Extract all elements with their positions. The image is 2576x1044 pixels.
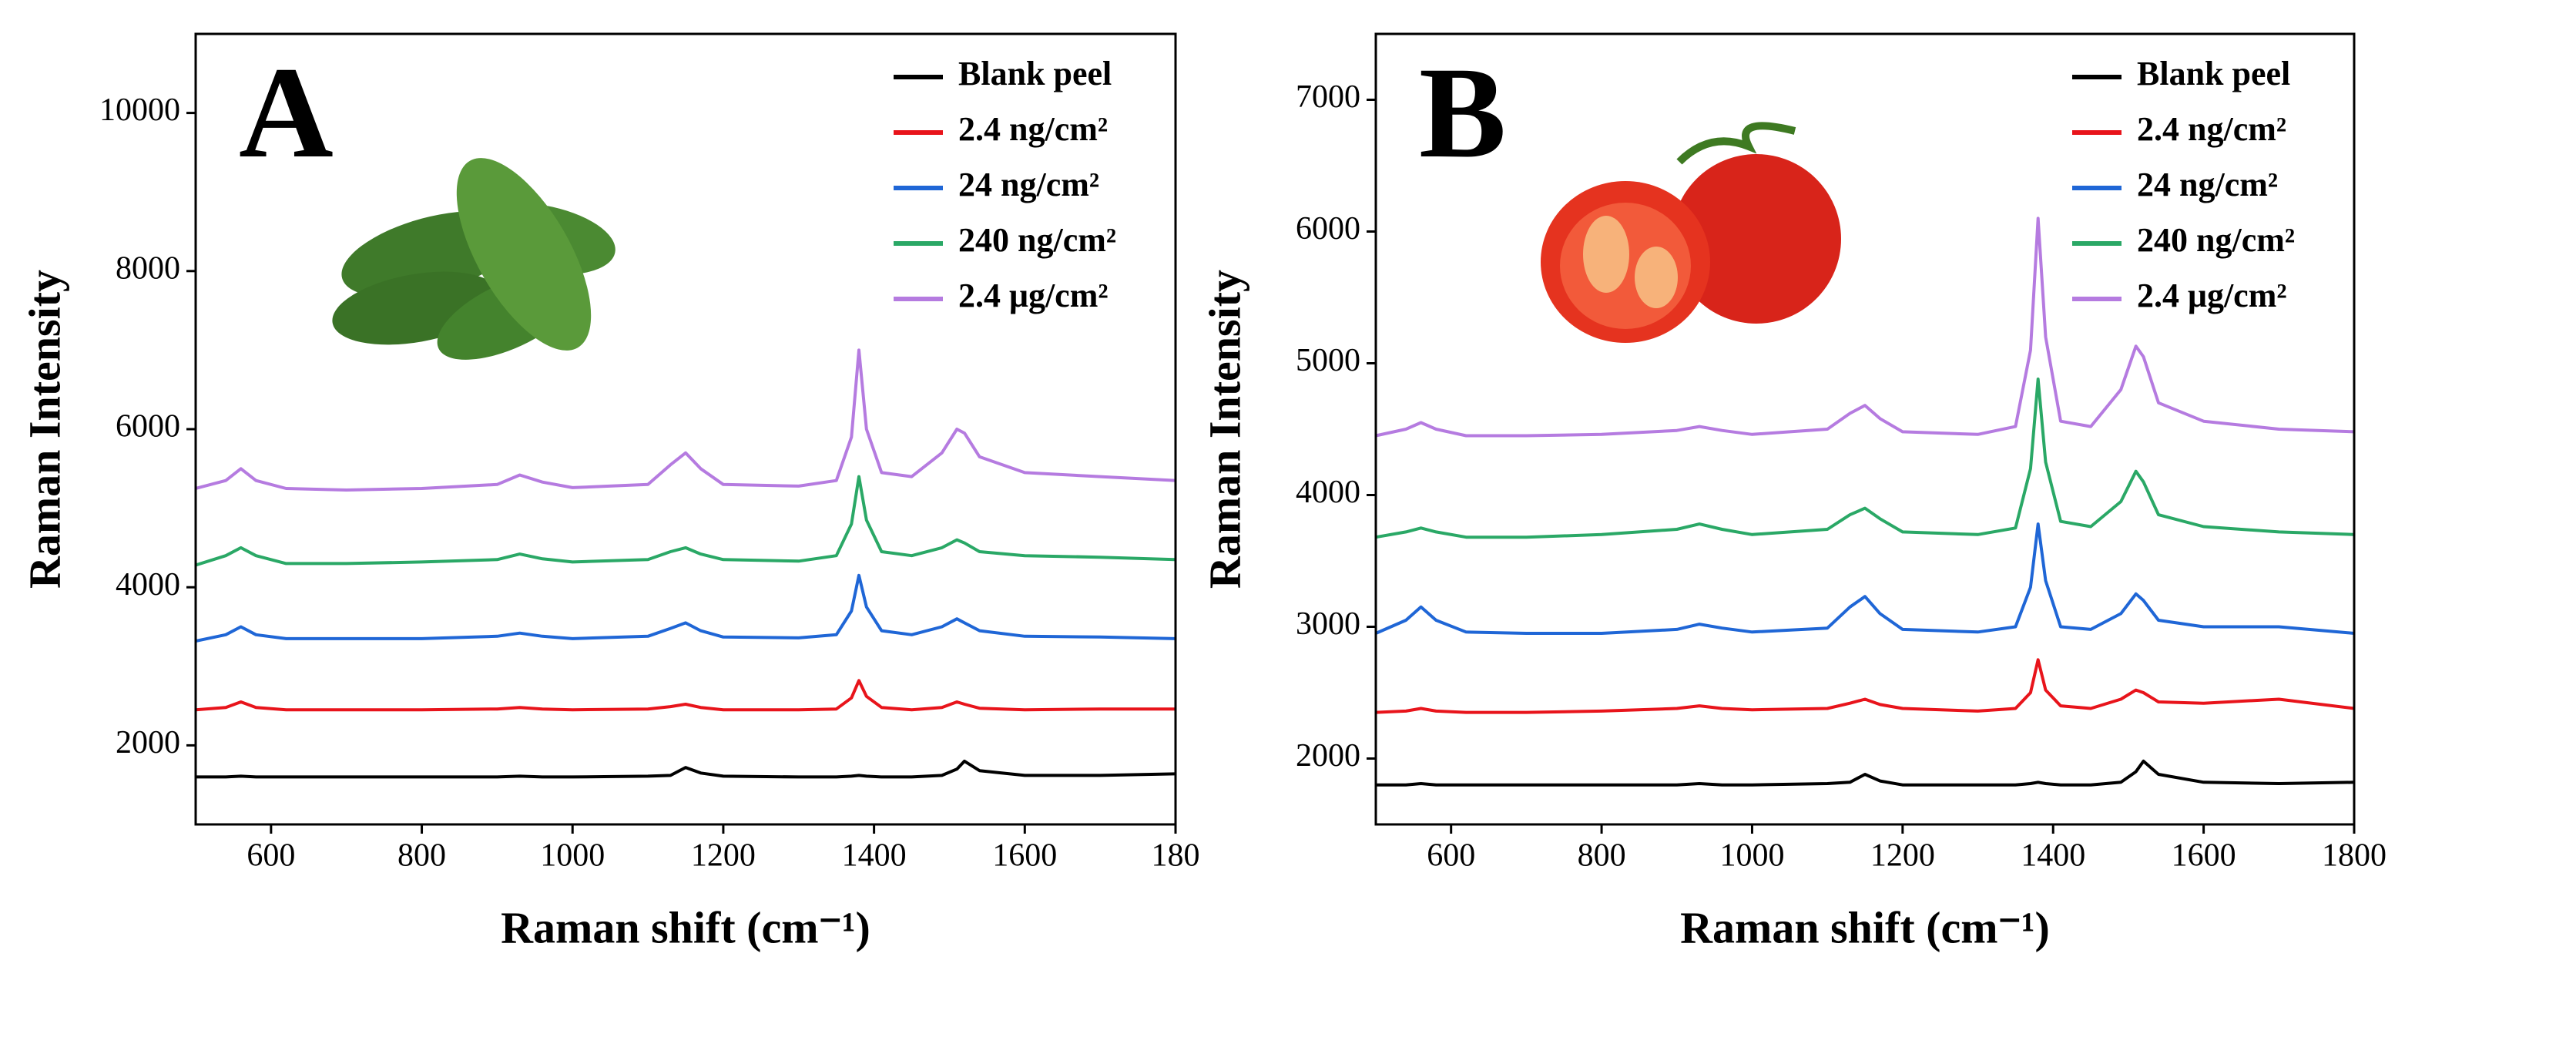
spectrum-line [195,573,1176,643]
legend-label: Blank peel [958,55,1112,92]
spectrum-line [196,759,1176,779]
y-tick-label: 4000 [1296,475,1360,510]
legend-label: 240 ng/cm² [2137,221,2295,259]
y-tick-label: 8000 [116,250,180,286]
x-axis-label: Raman shift (cm⁻¹) [501,902,870,952]
spectrum-line [195,679,1176,712]
x-tick-label: 1400 [2021,838,2085,874]
y-tick-label: 4000 [116,567,180,603]
x-tick-label: 180 [1152,838,1200,874]
spectrum-line [1375,378,2355,539]
y-tick-label: 10000 [99,92,180,128]
y-tick-label: 3000 [1296,606,1360,642]
plot-frame [194,32,1177,826]
spectrum-line [1376,759,2355,787]
legend-label: 2.4 μg/cm² [2137,277,2287,314]
plot-frame [1374,32,2356,826]
x-tick-label: 600 [1427,838,1475,874]
x-axis-label: Raman shift (cm⁻¹) [1680,902,2050,952]
legend-label: 2.4 ng/cm² [958,110,1108,148]
legend-label: 24 ng/cm² [2137,166,2278,203]
spectrum-line [1375,658,2355,714]
panel-label: A [239,40,334,185]
x-tick-label: 1600 [992,838,1057,874]
spectrum-line [195,348,1176,492]
legend-label: 2.4 μg/cm² [958,277,1109,314]
legend-label: Blank peel [2137,55,2290,92]
cucumber-image [332,158,615,360]
x-tick-label: 1200 [1870,838,1935,874]
spectrum-line [1375,217,2355,438]
legend-label: 2.4 ng/cm² [2137,110,2286,148]
y-axis-label: Raman Intensity [1199,270,1249,589]
y-axis-label: Raman Intensity [19,270,69,589]
x-tick-label: 1400 [842,838,907,874]
x-tick-label: 1800 [2322,838,2386,874]
spectrum-line [195,475,1176,567]
x-tick-label: 1000 [1719,838,1784,874]
x-tick-label: 1200 [691,838,756,874]
x-tick-label: 1600 [2172,838,2236,874]
panel-label: B [1419,40,1506,185]
y-tick-label: 7000 [1296,79,1360,115]
y-tick-label: 2000 [1296,738,1360,774]
legend-label: 24 ng/cm² [958,166,1099,203]
x-tick-label: 600 [247,838,295,874]
tomato-image [1541,122,1841,343]
y-tick-label: 6000 [116,409,180,445]
y-tick-label: 2000 [116,725,180,760]
x-tick-label: 800 [397,838,446,874]
spectrum-line [1375,522,2355,635]
y-tick-label: 5000 [1296,343,1360,378]
x-tick-label: 800 [1578,838,1626,874]
legend-label: 240 ng/cm² [958,221,1116,259]
y-tick-label: 6000 [1296,211,1360,247]
x-tick-label: 1000 [540,838,605,874]
